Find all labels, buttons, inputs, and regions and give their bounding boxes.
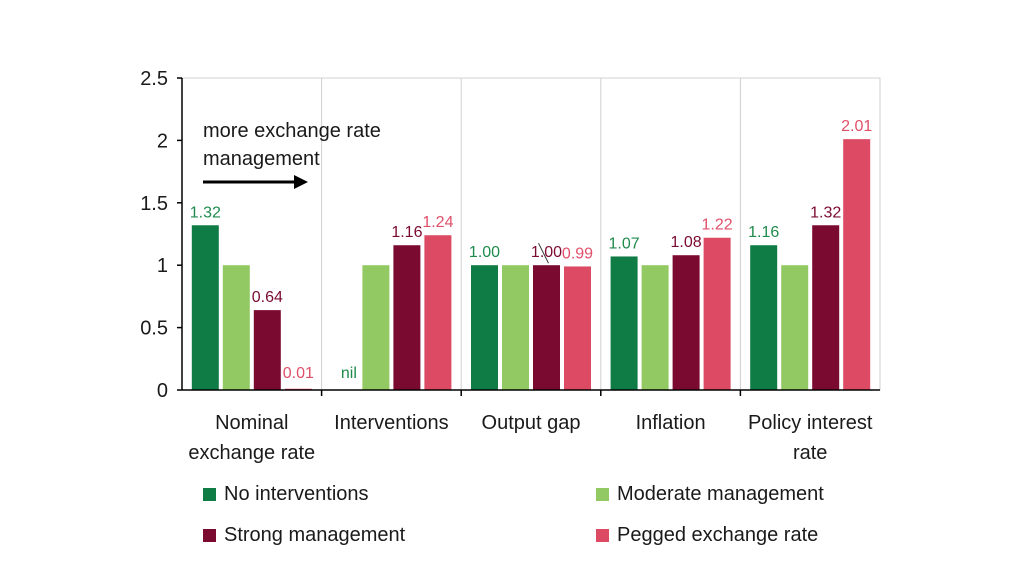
bar — [750, 245, 778, 390]
legend-label: Pegged exchange rate — [617, 524, 819, 546]
bar — [672, 255, 700, 390]
bar — [191, 225, 219, 390]
y-tick-label: 0 — [157, 380, 168, 402]
legend-label: No interventions — [224, 483, 369, 505]
x-category-label-line: rate — [793, 442, 827, 464]
annotation-line-1: more exchange rate — [203, 120, 381, 142]
y-tick-label: 2.5 — [140, 68, 168, 90]
data-label-leader-line — [538, 242, 549, 264]
x-category-label: Policy interest rate — [748, 412, 873, 464]
bar — [703, 237, 731, 390]
bar — [781, 265, 809, 390]
data-label: 1.22 — [702, 217, 733, 234]
legend-swatch — [596, 488, 609, 501]
axes-layer: 0 0.5 1 1.5 2 2.5 Nominal exchange rate Interven… — [140, 68, 880, 464]
bar — [471, 265, 498, 390]
y-tick-label: 2 — [157, 130, 168, 152]
x-category-label-line: exchange rate — [188, 442, 315, 464]
x-category-label-line: Interventions — [334, 412, 449, 434]
legend-swatch — [203, 529, 216, 542]
x-category-label: Inflation — [636, 412, 706, 434]
legend-item-pegged-exchange-rate: Pegged exchange rate — [596, 524, 818, 547]
x-category-label: Nominal exchange rate — [188, 412, 315, 464]
y-tick-label: 1.5 — [140, 193, 168, 215]
legend-swatch — [596, 529, 609, 542]
legend-item-strong-management: Strong management — [203, 524, 405, 547]
legend-item-moderate-management: Moderate management — [596, 483, 824, 506]
x-category-label: Interventions — [334, 412, 449, 434]
annotation-line-2: management — [203, 148, 320, 170]
data-label: nil — [341, 365, 357, 382]
annotation-text: more exchange rate management — [203, 117, 423, 173]
x-category-label: Output gap — [482, 412, 581, 434]
data-label: 0.99 — [562, 245, 593, 262]
data-label: 1.08 — [671, 234, 702, 251]
legend-swatch — [203, 488, 216, 501]
data-labels-layer: 1.32 nil 1.00 1.07 1.16 0.64 1.16 1.00 1.08 1.32 0… — [190, 118, 873, 382]
legend-label: Moderate management — [617, 483, 824, 505]
data-label: 0.64 — [252, 289, 283, 306]
bar — [564, 266, 591, 390]
bar — [502, 265, 529, 390]
data-label: 1.24 — [422, 214, 453, 231]
y-tick-label: 1 — [157, 255, 168, 277]
data-label: 1.16 — [391, 224, 422, 241]
data-label: 0.01 — [283, 365, 314, 382]
bar — [812, 225, 840, 390]
y-tick-label: 0.5 — [140, 318, 168, 340]
legend-item-no-interventions: No interventions — [203, 483, 369, 506]
bars-layer — [191, 139, 871, 390]
data-label: 1.32 — [190, 204, 221, 221]
bar — [610, 256, 638, 390]
x-category-label-line: Policy interest — [748, 412, 873, 434]
data-label: 2.01 — [841, 118, 872, 135]
x-category-label-line: Inflation — [636, 412, 706, 434]
data-label: 1.07 — [609, 235, 640, 252]
bar — [641, 265, 669, 390]
x-category-label-line: Nominal — [215, 412, 288, 434]
bar — [222, 265, 250, 390]
bar — [393, 245, 421, 390]
data-label: 1.00 — [531, 244, 562, 261]
data-label: 1.00 — [469, 244, 500, 261]
x-category-label-line: Output gap — [482, 412, 581, 434]
bar — [362, 265, 390, 390]
data-label: 1.16 — [748, 224, 779, 241]
annotation-arrow-head — [294, 175, 308, 189]
bar — [533, 265, 560, 390]
data-label: 1.32 — [810, 204, 841, 221]
bar — [424, 235, 452, 390]
bar — [843, 139, 871, 390]
bar — [253, 310, 281, 390]
legend-label: Strong management — [224, 524, 406, 546]
